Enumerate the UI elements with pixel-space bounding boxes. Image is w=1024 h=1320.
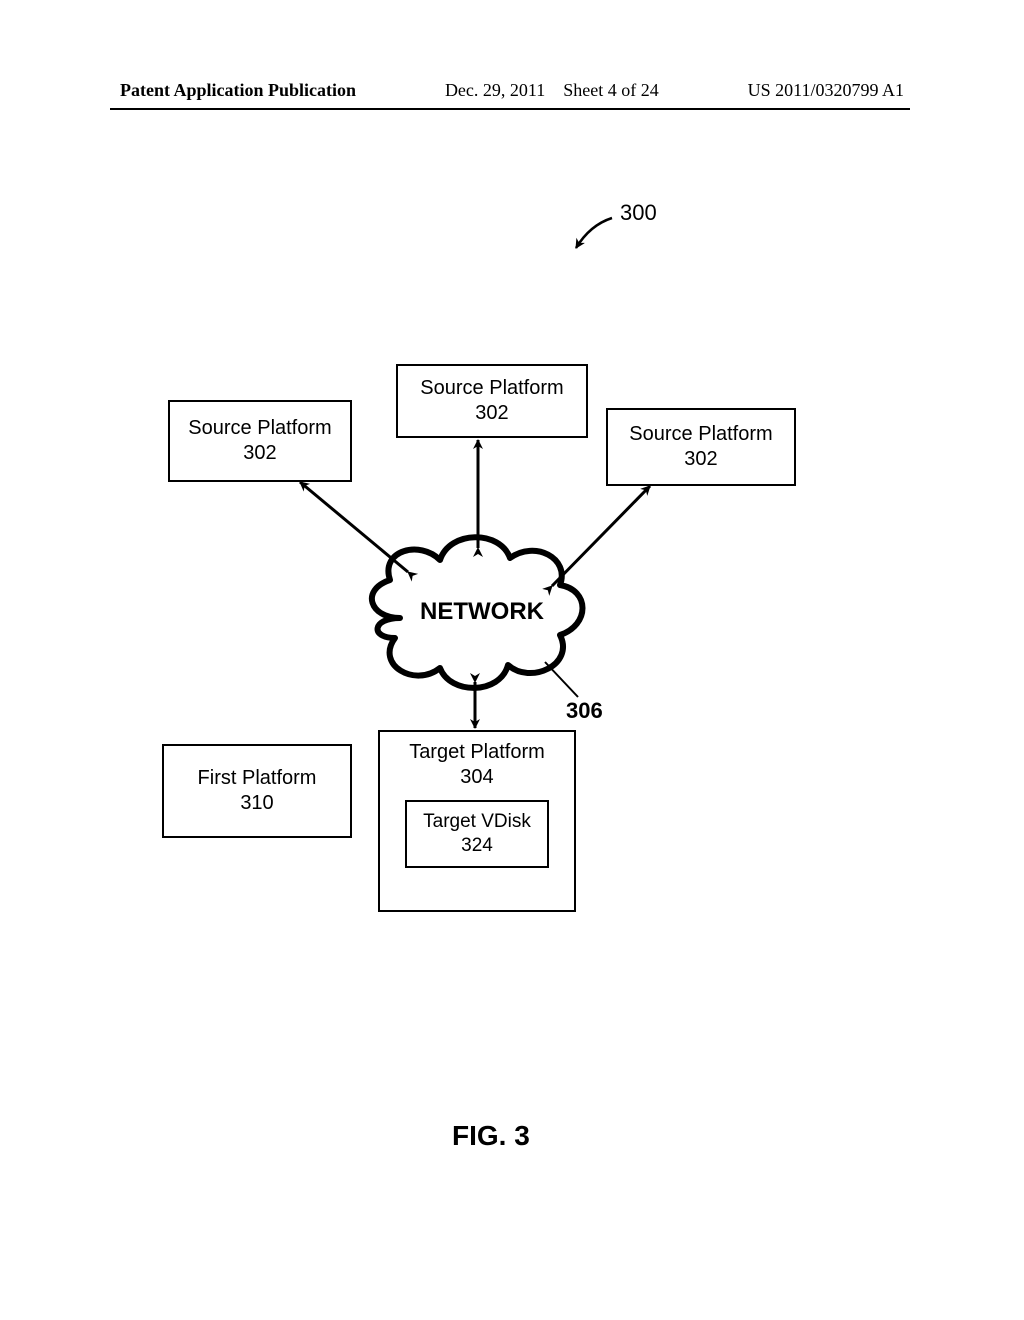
box-source-left: Source Platform 302 — [168, 400, 352, 482]
box-first-platform: First Platform 310 — [162, 744, 352, 838]
figure-label: FIG. 3 — [452, 1120, 530, 1152]
ref-306: 306 — [566, 698, 603, 724]
arrow-cloud-source-right — [552, 486, 650, 586]
box-source-top-title: Source Platform — [420, 377, 563, 399]
box-source-left-num: 302 — [243, 442, 276, 464]
network-cloud-label: NETWORK — [420, 598, 530, 626]
leader-cloud-306 — [545, 662, 578, 697]
box-target-vdisk: Target VDisk 324 — [405, 800, 549, 868]
box-source-right-num: 302 — [684, 448, 717, 470]
box-target-num: 304 — [460, 766, 493, 788]
box-vdisk-title: Target VDisk — [423, 811, 531, 832]
box-source-top-num: 302 — [475, 402, 508, 424]
ref-300-arrow — [576, 218, 612, 248]
box-vdisk-num: 324 — [461, 835, 493, 856]
arrow-cloud-source-left — [300, 482, 408, 572]
box-first-num: 310 — [240, 792, 273, 814]
box-source-left-title: Source Platform — [188, 417, 331, 439]
box-source-right-title: Source Platform — [629, 423, 772, 445]
ref-300: 300 — [620, 200, 657, 226]
box-source-top: Source Platform 302 — [396, 364, 588, 438]
box-source-right: Source Platform 302 — [606, 408, 796, 486]
box-target-platform: Target Platform 304 Target VDisk 324 — [378, 730, 576, 912]
box-first-title: First Platform — [198, 767, 317, 789]
box-target-title: Target Platform — [409, 741, 545, 763]
